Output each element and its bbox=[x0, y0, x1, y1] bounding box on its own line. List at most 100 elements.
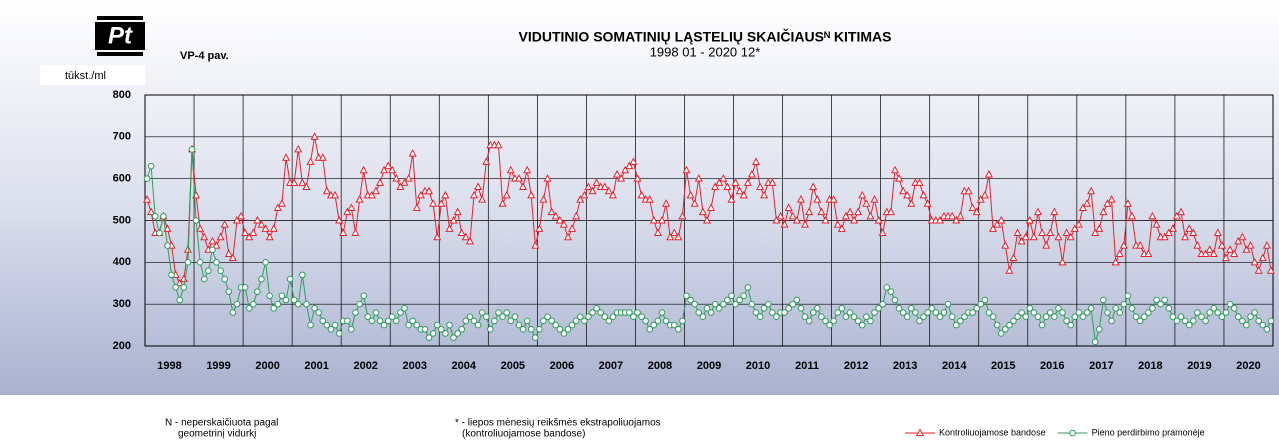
data-point bbox=[666, 232, 675, 241]
data-point bbox=[1194, 309, 1201, 316]
data-point bbox=[265, 232, 274, 241]
data-point bbox=[694, 174, 703, 182]
data-point bbox=[523, 165, 532, 174]
data-point bbox=[405, 321, 412, 329]
data-point bbox=[744, 284, 752, 291]
data-point bbox=[1177, 313, 1185, 321]
data-point bbox=[147, 162, 155, 170]
data-point bbox=[584, 182, 593, 191]
data-point bbox=[1251, 309, 1258, 316]
data-point bbox=[940, 309, 948, 316]
data-point bbox=[956, 211, 965, 220]
data-point bbox=[506, 165, 515, 174]
data-point bbox=[1234, 313, 1242, 321]
data-point bbox=[307, 321, 314, 329]
data-point bbox=[630, 313, 637, 321]
data-point bbox=[895, 174, 904, 182]
data-point bbox=[1083, 309, 1091, 316]
data-point bbox=[985, 309, 993, 316]
data-point bbox=[841, 211, 850, 220]
data-point bbox=[449, 215, 458, 224]
x-tick-label: 2005 bbox=[501, 360, 525, 372]
data-point bbox=[613, 169, 622, 178]
data-point bbox=[711, 182, 720, 191]
data-point bbox=[249, 228, 258, 237]
data-point bbox=[348, 325, 355, 333]
data-point bbox=[600, 182, 609, 191]
data-point bbox=[323, 321, 331, 329]
data-point bbox=[691, 300, 698, 308]
data-point bbox=[1096, 325, 1103, 333]
x-tick-label: 2002 bbox=[353, 360, 377, 372]
footnote: (kontroliuojamose bandose) bbox=[462, 429, 585, 440]
data-point bbox=[915, 178, 924, 186]
data-point bbox=[912, 309, 919, 316]
data-point bbox=[1160, 232, 1169, 241]
data-point bbox=[1054, 232, 1063, 241]
data-point bbox=[376, 317, 384, 325]
data-point bbox=[801, 313, 809, 321]
x-tick-label: 2015 bbox=[991, 360, 1015, 372]
data-point bbox=[1123, 199, 1132, 207]
data-point bbox=[367, 190, 376, 199]
data-point bbox=[212, 241, 221, 249]
data-point bbox=[1239, 317, 1246, 325]
data-point bbox=[1055, 305, 1062, 312]
data-point bbox=[213, 259, 220, 266]
data-point bbox=[1185, 224, 1194, 232]
data-point bbox=[368, 317, 376, 325]
data-point bbox=[1172, 211, 1181, 220]
data-point bbox=[429, 330, 437, 337]
data-point bbox=[1112, 305, 1119, 312]
data-point bbox=[756, 182, 765, 191]
data-point bbox=[916, 317, 923, 325]
data-point bbox=[1132, 313, 1140, 321]
data-point bbox=[245, 232, 254, 241]
data-point bbox=[499, 313, 506, 321]
data-point bbox=[821, 215, 830, 224]
data-point bbox=[1230, 305, 1238, 312]
data-point bbox=[286, 275, 294, 283]
data-point bbox=[175, 278, 184, 287]
x-tick-label: 2018 bbox=[1138, 360, 1162, 372]
data-point bbox=[343, 207, 352, 216]
data-point bbox=[416, 190, 425, 199]
data-point bbox=[1221, 253, 1231, 262]
data-point bbox=[425, 186, 434, 195]
data-point bbox=[977, 300, 985, 308]
data-point bbox=[886, 207, 895, 216]
data-point bbox=[438, 325, 445, 333]
data-point bbox=[1213, 228, 1222, 237]
data-point bbox=[1029, 232, 1038, 241]
data-point bbox=[908, 305, 915, 312]
data-point bbox=[1021, 232, 1030, 241]
data-point bbox=[290, 178, 299, 186]
data-point bbox=[322, 186, 331, 195]
data-point bbox=[1226, 300, 1234, 308]
data-point bbox=[359, 165, 368, 174]
data-point bbox=[1234, 236, 1243, 245]
data-point bbox=[968, 203, 977, 211]
data-point bbox=[720, 300, 727, 308]
data-point bbox=[364, 313, 372, 321]
data-point bbox=[993, 321, 1001, 329]
data-point bbox=[1022, 313, 1030, 321]
data-point bbox=[143, 195, 152, 203]
data-point bbox=[270, 305, 278, 312]
data-point bbox=[793, 296, 801, 304]
data-point bbox=[813, 195, 822, 203]
data-point bbox=[878, 228, 887, 237]
data-point bbox=[625, 161, 634, 170]
data-point bbox=[245, 305, 253, 312]
data-point bbox=[863, 313, 870, 321]
data-point bbox=[1169, 313, 1177, 321]
data-point bbox=[503, 309, 510, 316]
data-point bbox=[282, 296, 290, 304]
data-point bbox=[250, 300, 257, 308]
data-point bbox=[253, 215, 262, 224]
data-point bbox=[1116, 309, 1124, 316]
data-point bbox=[1136, 241, 1145, 249]
logo-box bbox=[95, 22, 145, 50]
data-point bbox=[433, 232, 442, 241]
x-tick-label: 2003 bbox=[402, 360, 426, 372]
